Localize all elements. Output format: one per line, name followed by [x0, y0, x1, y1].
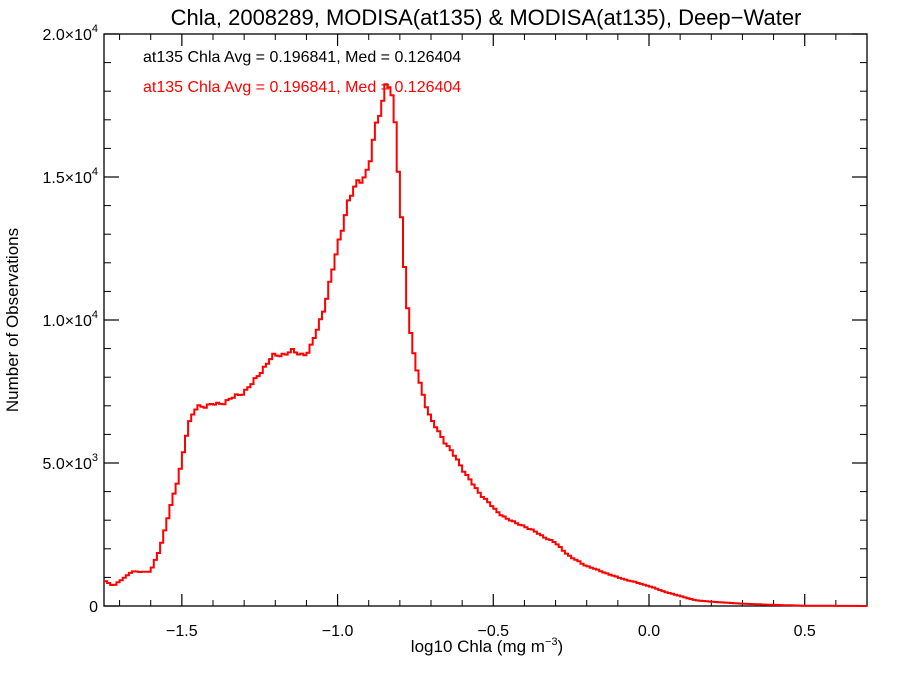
x-tick-label: −1.5: [166, 623, 198, 640]
y-tick-label: 1.0×104: [42, 309, 98, 330]
plot-frame: [103, 33, 868, 607]
x-tick-label: −0.5: [477, 623, 509, 640]
y-tick-label: 0: [89, 599, 98, 616]
x-tick-label: 0.5: [794, 623, 816, 640]
x-axis: −1.5 −1.0 −0.5 0.0 0.5: [119, 34, 868, 640]
y-tick-label: 5.0×103: [42, 452, 98, 473]
x-tick-label: 0.0: [638, 623, 660, 640]
x-tick-label: −1.0: [322, 623, 354, 640]
stats-annotation-red: at135 Chla Avg = 0.196841, Med = 0.12640…: [143, 79, 461, 96]
stats-annotation-black: at135 Chla Avg = 0.196841, Med = 0.12640…: [143, 49, 461, 66]
y-tick-label: 1.5×104: [42, 166, 98, 187]
histogram-series-line: [104, 83, 867, 607]
y-tick-label: 2.0×104: [42, 23, 98, 44]
x-axis-label: log10 Chla (mg m−3): [411, 636, 563, 656]
chart-title: Chla, 2008289, MODISA(at135) & MODISA(at…: [171, 5, 802, 30]
y-axis: 0 5.0×103 1.0×104 1.5×104 2.0×104: [42, 23, 867, 616]
y-axis-label: Number of Observations: [3, 228, 22, 412]
